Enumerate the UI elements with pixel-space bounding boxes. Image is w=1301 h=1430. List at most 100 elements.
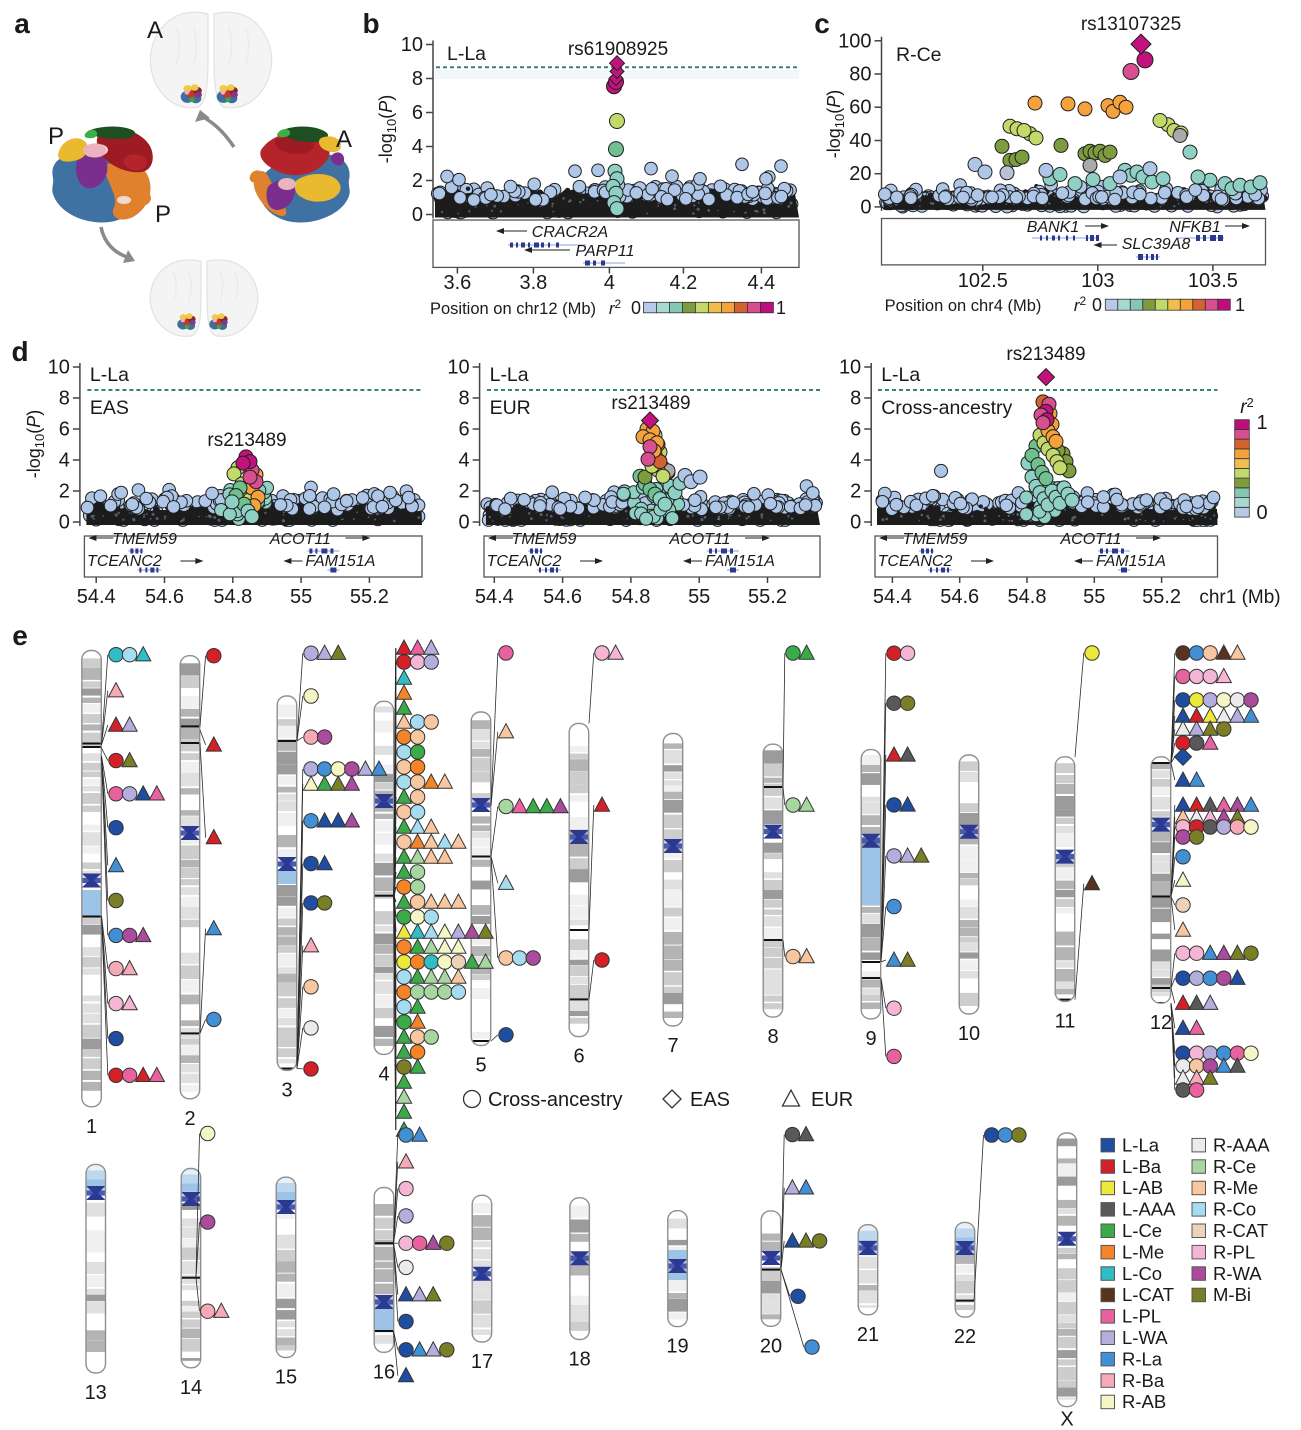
svg-text:L-La: L-La [881, 364, 920, 386]
svg-text:1: 1 [1235, 295, 1245, 315]
svg-text:TMEM59: TMEM59 [112, 531, 177, 548]
svg-text:L-AAA: L-AAA [1122, 1199, 1176, 1220]
svg-text:0: 0 [458, 512, 469, 534]
svg-text:-log10(P): -log10(P) [24, 410, 47, 479]
svg-text:2: 2 [184, 1108, 195, 1130]
svg-text:L-La: L-La [447, 43, 486, 65]
svg-text:4: 4 [604, 272, 615, 294]
svg-text:54.4: 54.4 [873, 586, 912, 608]
svg-text:r2: r2 [1240, 395, 1254, 418]
svg-text:rs213489: rs213489 [1006, 344, 1085, 365]
svg-text:10: 10 [839, 357, 861, 379]
svg-text:8: 8 [59, 388, 70, 410]
svg-text:L-La: L-La [490, 364, 529, 386]
svg-text:3: 3 [281, 1079, 292, 1101]
svg-text:100: 100 [838, 30, 871, 52]
svg-text:TCEANC2: TCEANC2 [487, 553, 562, 570]
svg-text:10: 10 [48, 357, 70, 379]
svg-text:-log10(P): -log10(P) [824, 90, 847, 159]
svg-text:rs61908925: rs61908925 [568, 39, 668, 60]
svg-text:4: 4 [412, 136, 423, 158]
svg-text:4: 4 [378, 1063, 389, 1085]
svg-text:6: 6 [59, 419, 70, 441]
svg-text:54.6: 54.6 [543, 586, 582, 608]
svg-text:L-Co: L-Co [1122, 1263, 1162, 1284]
svg-text:Position on chr12 (Mb): Position on chr12 (Mb) [430, 300, 596, 318]
svg-text:8: 8 [412, 68, 423, 90]
svg-text:13: 13 [85, 1382, 107, 1404]
svg-text:L-AB: L-AB [1122, 1177, 1163, 1198]
svg-text:r2: r2 [609, 297, 622, 318]
svg-text:11: 11 [1055, 1010, 1076, 1032]
svg-text:PARP11: PARP11 [576, 243, 635, 260]
svg-text:0: 0 [631, 298, 641, 318]
svg-text:EUR: EUR [811, 1089, 853, 1111]
svg-text:L-Ba: L-Ba [1122, 1156, 1162, 1177]
svg-text:4: 4 [850, 450, 861, 472]
svg-text:55: 55 [1083, 586, 1105, 608]
svg-text:4.2: 4.2 [669, 272, 697, 294]
svg-text:0: 0 [850, 512, 861, 534]
svg-text:54.4: 54.4 [77, 586, 116, 608]
svg-text:6: 6 [458, 419, 469, 441]
svg-text:17: 17 [471, 1351, 493, 1373]
svg-text:55: 55 [688, 586, 710, 608]
svg-text:55: 55 [290, 586, 312, 608]
svg-text:12: 12 [1150, 1012, 1172, 1034]
svg-text:40: 40 [849, 130, 871, 152]
svg-text:20: 20 [849, 163, 871, 185]
svg-text:2: 2 [412, 170, 423, 192]
svg-text:R-La: R-La [1122, 1348, 1163, 1369]
svg-text:TCEANC2: TCEANC2 [87, 553, 162, 570]
svg-text:R-AB: R-AB [1122, 1391, 1166, 1412]
svg-text:P: P [48, 123, 64, 150]
svg-text:0: 0 [1256, 502, 1267, 524]
svg-text:-log10(P): -log10(P) [376, 95, 399, 164]
svg-text:1: 1 [1256, 412, 1267, 434]
svg-text:R-CAT: R-CAT [1213, 1220, 1268, 1241]
svg-text:b: b [362, 8, 379, 39]
svg-text:8: 8 [850, 388, 861, 410]
svg-text:0: 0 [860, 196, 871, 218]
svg-text:3.6: 3.6 [443, 272, 471, 294]
svg-text:L-La: L-La [1122, 1134, 1160, 1155]
svg-text:R-PL: R-PL [1213, 1241, 1255, 1262]
svg-text:16: 16 [373, 1361, 395, 1383]
svg-text:54.4: 54.4 [475, 586, 514, 608]
svg-text:TCEANC2: TCEANC2 [878, 553, 953, 570]
svg-text:R-Ba: R-Ba [1122, 1370, 1165, 1391]
svg-text:FAM151A: FAM151A [1096, 553, 1166, 570]
svg-text:54.8: 54.8 [213, 586, 252, 608]
svg-text:10: 10 [958, 1023, 980, 1045]
svg-text:54.8: 54.8 [1008, 586, 1047, 608]
svg-text:3.8: 3.8 [519, 272, 547, 294]
svg-text:5: 5 [475, 1055, 486, 1077]
svg-text:TMEM59: TMEM59 [903, 531, 968, 548]
svg-text:FAM151A: FAM151A [705, 553, 775, 570]
svg-text:60: 60 [849, 97, 871, 119]
svg-text:L-WA: L-WA [1122, 1327, 1168, 1348]
svg-text:22: 22 [954, 1326, 976, 1348]
svg-text:R-WA: R-WA [1213, 1263, 1262, 1284]
svg-text:R-Me: R-Me [1213, 1177, 1258, 1198]
svg-text:0: 0 [412, 204, 423, 226]
svg-text:21: 21 [857, 1324, 879, 1346]
svg-text:2: 2 [458, 481, 469, 503]
svg-text:55.2: 55.2 [1142, 586, 1181, 608]
svg-text:EUR: EUR [490, 397, 531, 419]
svg-text:14: 14 [180, 1377, 202, 1399]
svg-text:2: 2 [59, 481, 70, 503]
svg-text:6: 6 [412, 102, 423, 124]
svg-text:FAM151A: FAM151A [305, 553, 375, 570]
svg-text:a: a [14, 8, 30, 39]
svg-text:EAS: EAS [90, 397, 129, 419]
svg-text:103: 103 [1081, 270, 1114, 292]
svg-text:7: 7 [667, 1035, 678, 1057]
svg-text:rs13107325: rs13107325 [1081, 14, 1181, 35]
svg-text:CRACR2A: CRACR2A [532, 224, 608, 241]
svg-text:2: 2 [850, 481, 861, 503]
svg-text:ACOT11: ACOT11 [1059, 531, 1121, 548]
svg-text:NFKB1: NFKB1 [1169, 219, 1221, 236]
svg-text:10: 10 [401, 34, 423, 56]
svg-text:18: 18 [568, 1349, 590, 1371]
